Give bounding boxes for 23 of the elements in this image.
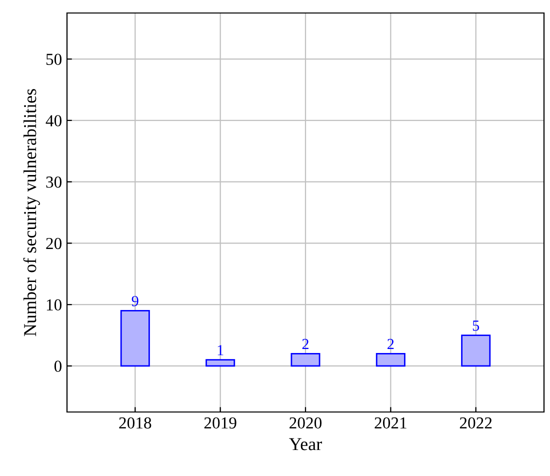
x-tick-label: 2021 xyxy=(374,417,406,429)
x-axis-title: Year xyxy=(289,438,322,450)
y-axis-title: Number of security vulnerabilities xyxy=(23,89,40,336)
bar xyxy=(290,352,320,367)
bar xyxy=(120,310,150,367)
x-tick-label: 2022 xyxy=(460,417,492,429)
y-tick-label: 20 xyxy=(46,238,62,250)
bar xyxy=(461,334,491,367)
bar xyxy=(376,352,406,367)
x-tick-label: 2019 xyxy=(204,417,236,429)
data-label: 2 xyxy=(388,338,394,350)
data-label: 2 xyxy=(302,338,308,350)
y-tick-label: 10 xyxy=(46,299,62,311)
x-tick-label: 2020 xyxy=(290,417,322,429)
y-tick-label: 50 xyxy=(46,54,62,65)
y-tick-label: 0 xyxy=(54,360,62,372)
data-label: 1 xyxy=(218,345,224,356)
bar xyxy=(206,359,236,367)
x-tick-label: 2018 xyxy=(119,417,152,429)
y-tick-label: 30 xyxy=(46,176,62,188)
data-label: 5 xyxy=(472,320,480,331)
data-label: 9 xyxy=(132,296,138,306)
y-tick-label: 40 xyxy=(46,115,62,126)
